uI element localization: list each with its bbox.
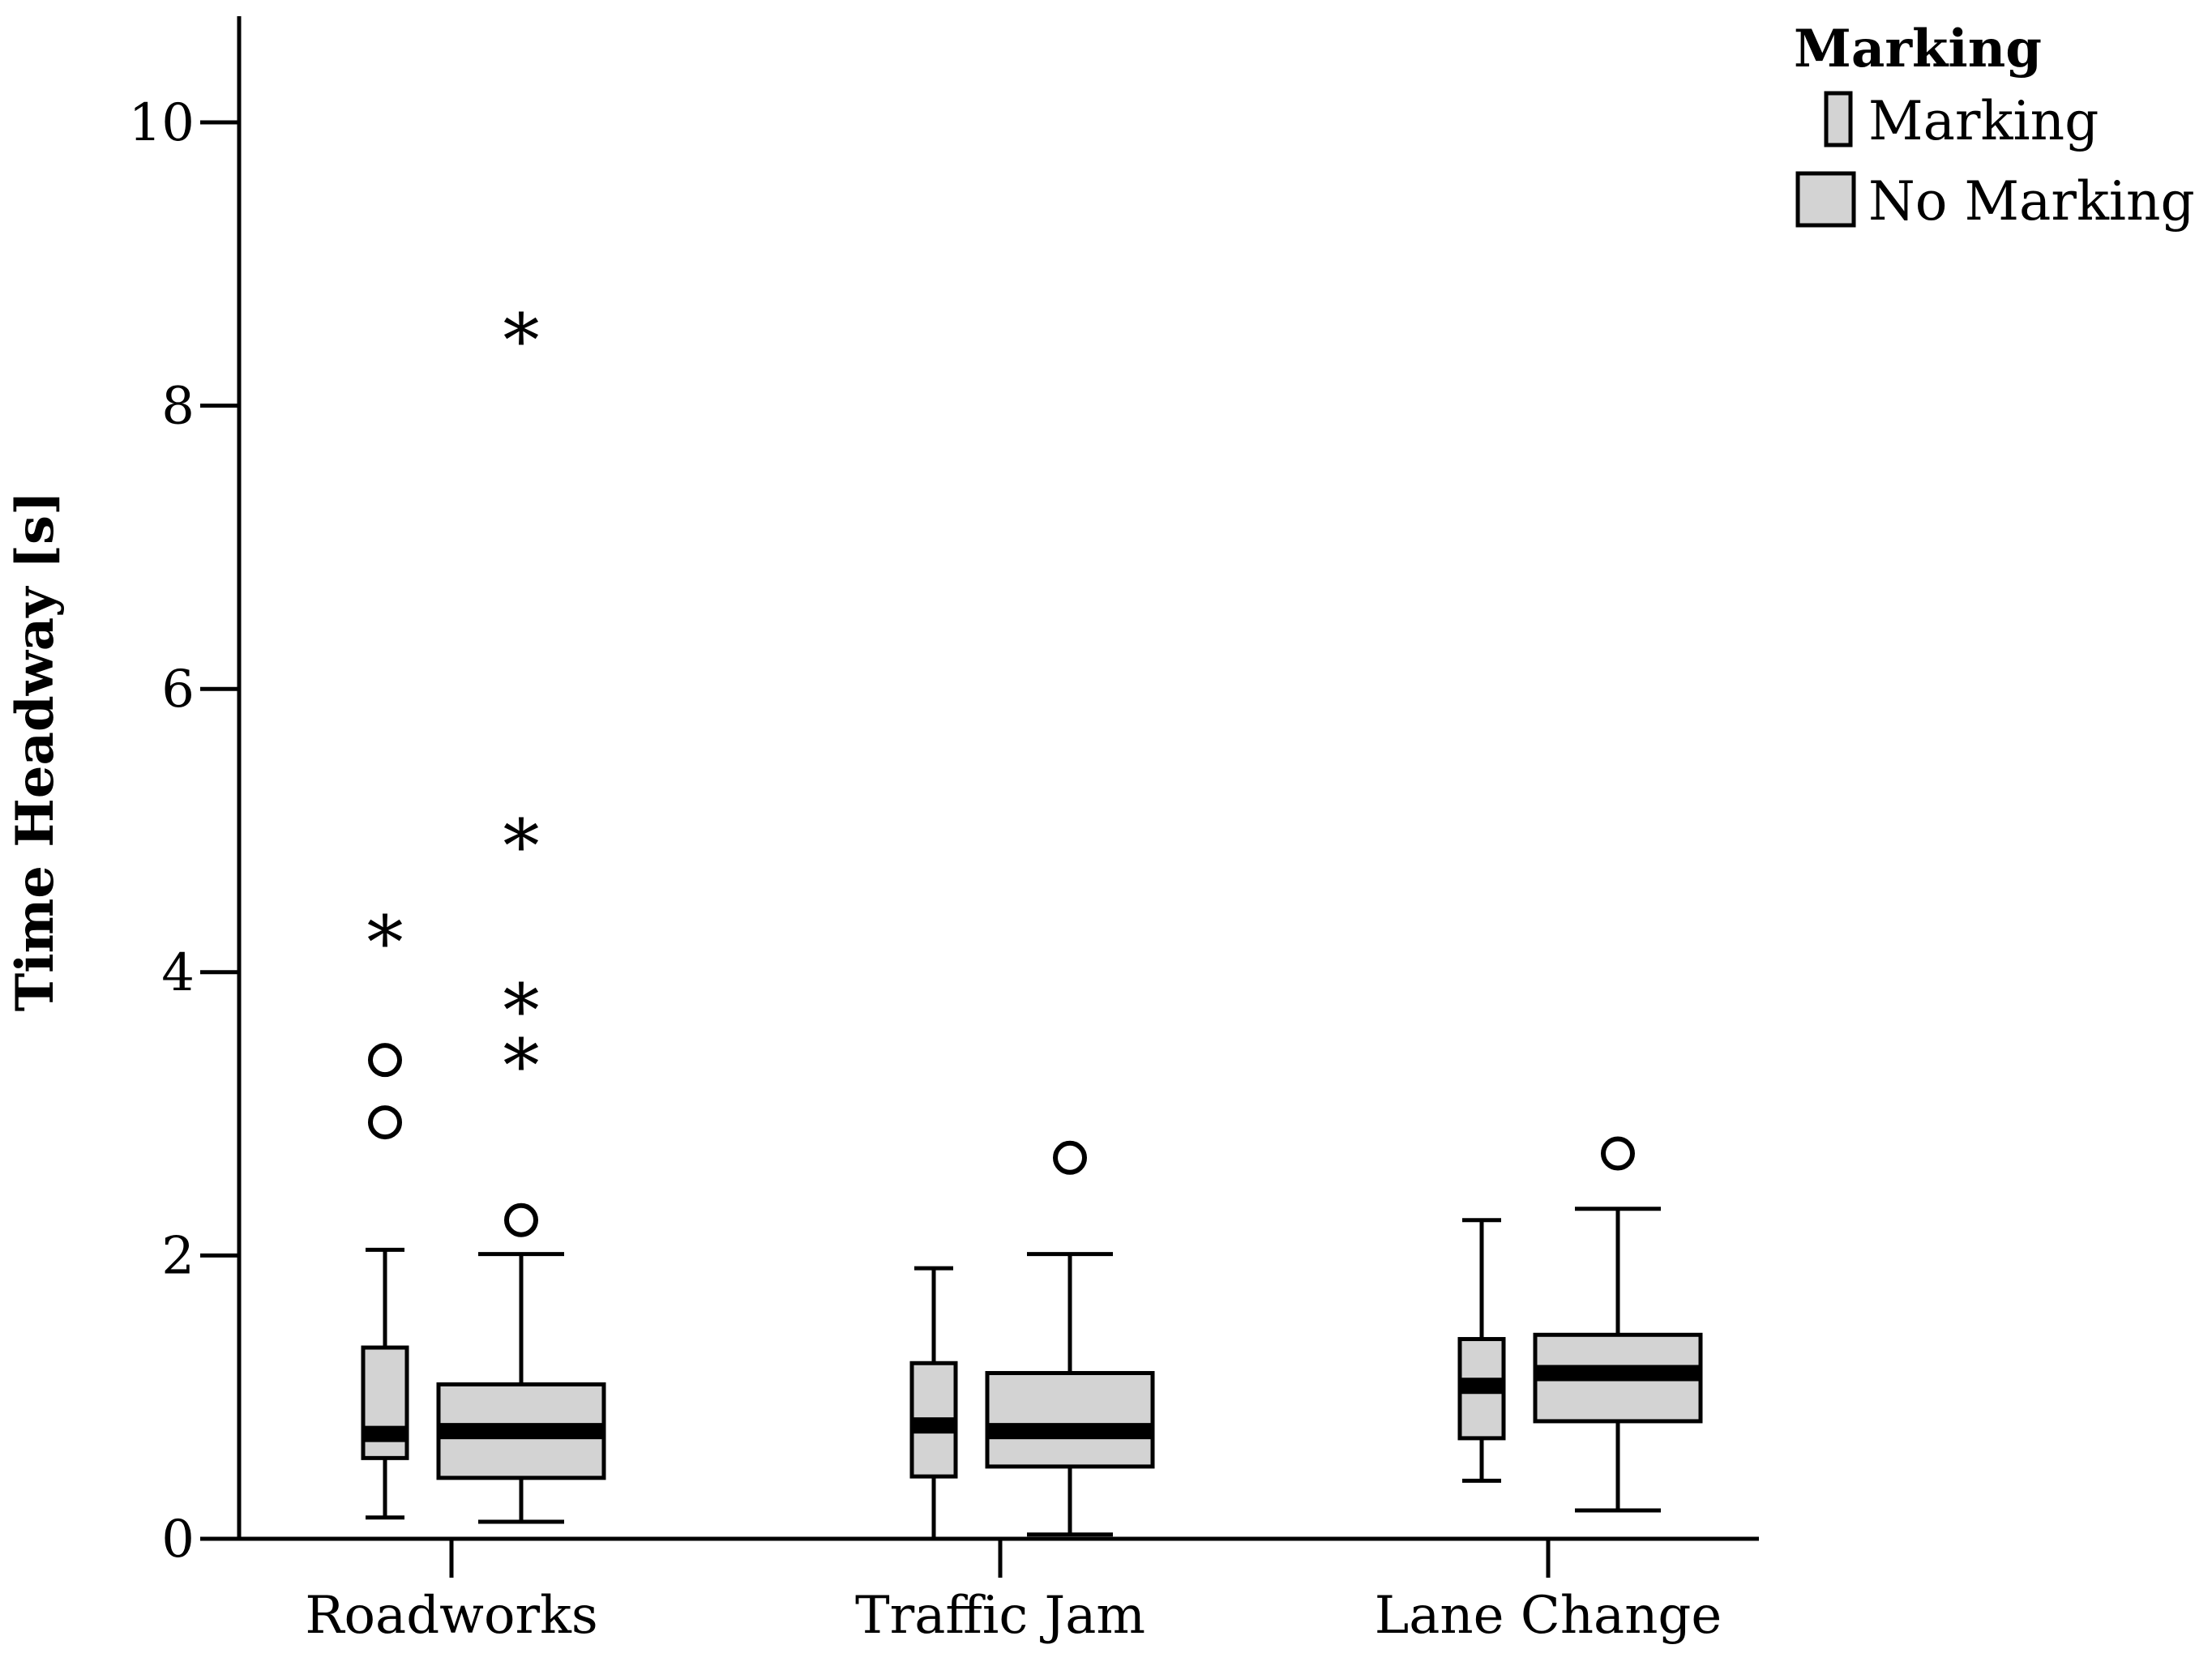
extreme-point: * bbox=[367, 901, 404, 986]
legend-label: No Marking bbox=[1868, 170, 2195, 233]
extreme-point: * bbox=[503, 1024, 540, 1109]
y-tick-label: 8 bbox=[161, 377, 195, 437]
box-0-2 bbox=[1457, 1218, 1506, 1483]
x-tick-label: Roadworks bbox=[305, 1586, 597, 1646]
outlier-point bbox=[368, 1105, 402, 1140]
box-1-2 bbox=[1533, 1136, 1703, 1513]
box-iqr bbox=[985, 1370, 1155, 1469]
axes: 0 2 4 6 8 10 Roadworks Traffic Jam Lane Change bbox=[129, 16, 1759, 1646]
y-tick-label: 0 bbox=[161, 1510, 195, 1570]
outlier-point bbox=[504, 1203, 538, 1237]
legend-title: Marking bbox=[1794, 19, 2042, 79]
x-tick-label: Lane Change bbox=[1375, 1586, 1722, 1646]
legend-swatch bbox=[1824, 91, 1853, 147]
y-tick-label: 6 bbox=[161, 660, 195, 720]
legend: Marking Marking No Marking bbox=[1794, 19, 2195, 233]
y-tick-label: 4 bbox=[161, 943, 195, 1003]
y-tick-label: 10 bbox=[129, 93, 195, 153]
extreme-point: * bbox=[503, 299, 540, 384]
legend-label: Marking bbox=[1868, 90, 2099, 152]
outlier-point bbox=[1053, 1140, 1087, 1175]
extreme-point: * bbox=[503, 969, 540, 1054]
box-0-0: * bbox=[361, 901, 409, 1520]
box-1-1 bbox=[985, 1140, 1155, 1537]
legend-swatch bbox=[1795, 171, 1856, 228]
box-0-1 bbox=[909, 1266, 958, 1541]
box-1-0: **** bbox=[436, 299, 606, 1524]
outlier-point bbox=[1601, 1136, 1635, 1171]
y-axis-label: Time Headway [s] bbox=[5, 491, 66, 1012]
x-tick-label: Traffic Jam bbox=[855, 1586, 1145, 1646]
plot-area: ***** bbox=[361, 299, 1703, 1541]
y-tick-label: 2 bbox=[161, 1226, 195, 1286]
extreme-point: * bbox=[503, 805, 540, 890]
outlier-point bbox=[368, 1043, 402, 1078]
